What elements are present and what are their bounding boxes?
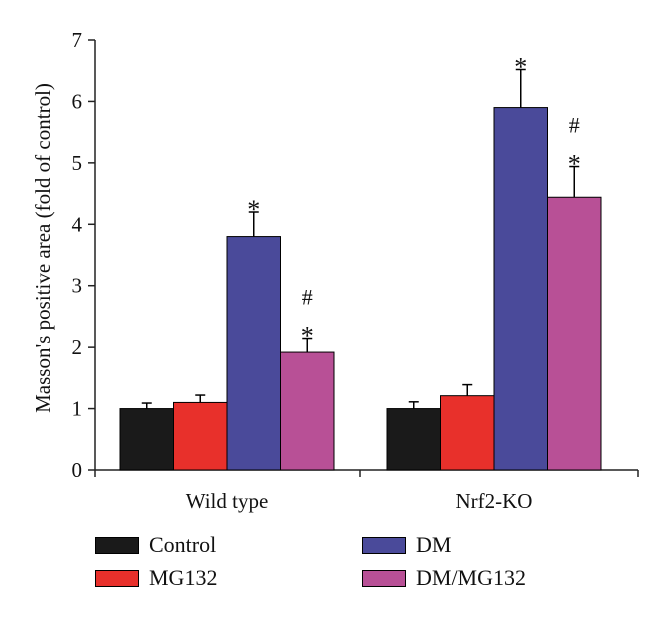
bar — [173, 401, 228, 471]
legend-item-dm-mg132: DM/MG132 — [362, 565, 527, 590]
legend-swatch-mg132 — [95, 569, 139, 587]
legend-swatch-dm-mg132 — [362, 569, 406, 587]
legend-item-dm: DM — [362, 532, 452, 557]
significance-marker: * — [247, 195, 260, 224]
y-tick-label: 0 — [72, 458, 83, 482]
legend-item-control: Control — [95, 532, 217, 557]
bar — [440, 395, 495, 471]
legend-label-dm: DM — [416, 532, 452, 557]
x-tick-label: Wild type — [186, 489, 269, 513]
y-tick-label: 3 — [72, 274, 83, 298]
legend: Control DM MG132 DM/MG132 — [95, 532, 595, 593]
legend-item-mg132: MG132 — [95, 565, 218, 590]
bar — [386, 408, 441, 471]
bar — [547, 196, 602, 471]
significance-marker: # — [569, 113, 580, 138]
legend-swatch-control — [95, 536, 139, 554]
bar — [280, 351, 335, 471]
bar — [226, 236, 281, 471]
y-tick-label: 5 — [72, 151, 83, 175]
legend-label-dm-mg132: DM/MG132 — [416, 565, 527, 590]
y-axis-label: Masson's positive area (fold of control) — [31, 83, 55, 413]
legend-label-mg132: MG132 — [149, 565, 218, 590]
y-tick-label: 2 — [72, 335, 83, 359]
significance-marker: * — [514, 52, 527, 81]
y-tick-label: 7 — [72, 28, 83, 52]
x-tick-label: Nrf2-KO — [456, 489, 533, 513]
y-tick-label: 1 — [72, 397, 83, 421]
y-tick-label: 6 — [72, 89, 83, 113]
legend-label-control: Control — [149, 532, 217, 557]
bar-chart: Masson's positive area (fold of control)… — [31, 28, 639, 513]
bar — [493, 107, 548, 471]
legend-swatch-dm — [362, 536, 406, 554]
y-tick-label: 4 — [72, 212, 83, 236]
bar — [119, 408, 174, 471]
significance-marker: # — [302, 285, 313, 310]
significance-marker: * — [568, 150, 581, 179]
significance-marker: * — [301, 322, 314, 351]
